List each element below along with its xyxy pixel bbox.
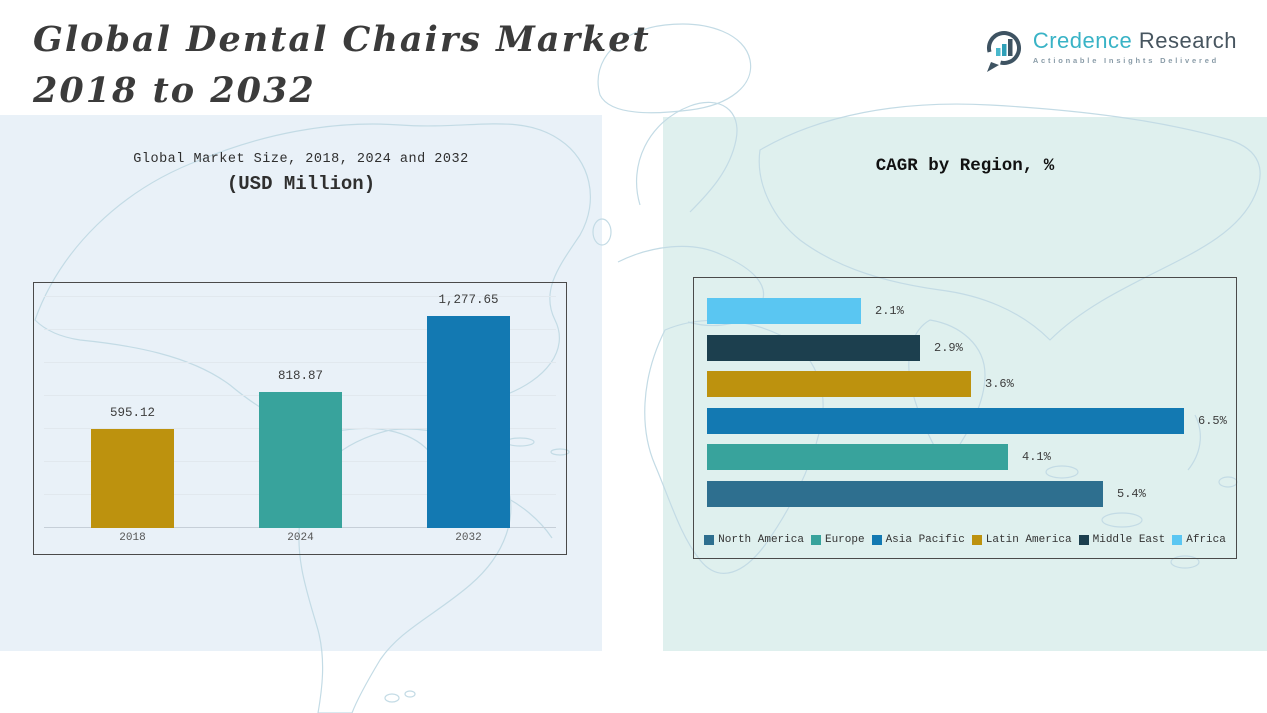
cagr-chart: 2.1% 2.9% 3.6% 6.5% 4.1% 5.4% North America Eur… [693,277,1237,559]
cagr-row-europe: 4.1% [707,444,1223,470]
cagr-row-africa: 2.1% [707,298,1223,324]
legend-item-latin-america: Latin America [971,534,1072,546]
cagr-value-label: 5.4% [1117,487,1146,501]
cagr-row-north-america: 5.4% [707,481,1223,507]
legend-label: Asia Pacific [885,534,965,546]
cagr-bar-africa [707,298,861,324]
gridline [44,362,556,363]
page-title-line1: Global Dental Chairs Market [33,19,651,60]
page-title-line2: 2018 to 2032 [33,70,316,111]
logo-text: Credence Research Actionable Insights De… [1033,28,1237,65]
cagr-row-asia-pacific: 6.5% [707,408,1227,434]
logo-word-research: Research [1138,28,1237,53]
x-axis-label-2018: 2018 [119,532,146,544]
gridline [44,329,556,330]
cagr-value-label: 6.5% [1198,414,1227,428]
gridline [44,296,556,297]
cagr-bar-europe [707,444,1008,470]
bar-chart-circle-icon [986,31,1021,72]
cagr-value-label: 3.6% [985,377,1014,391]
cagr-row-latin-america: 3.6% [707,371,1223,397]
cagr-value-label: 2.1% [875,304,904,318]
bar-2024 [259,392,342,528]
legend-swatch [810,535,821,545]
logo-word-credence: Credence [1032,28,1133,53]
market-size-chart-title: Global Market Size, 2018, 2024 and 2032 … [0,152,602,195]
market-size-chart: 595.12 2018 818.87 2024 1,277.65 2032 [33,282,567,555]
bar-value-label: 818.87 [277,369,323,383]
cagr-bar-latin-america [707,371,971,397]
legend-label: Latin America [985,534,1072,546]
cagr-bar-middle-east [707,335,920,361]
legend-item-africa: Africa [1172,534,1226,546]
bar-2032 [427,316,510,528]
cagr-bar-north-america [707,481,1103,507]
legend-swatch [971,535,982,545]
logo-tagline: Actionable Insights Delivered [1032,56,1220,65]
logo-brand-name: Credence Research [1033,28,1237,54]
cagr-value-label: 2.9% [934,341,963,355]
legend-label: Africa [1186,534,1226,546]
legend-label: Middle East [1092,534,1166,546]
market-size-title-line: Global Market Size, 2018, 2024 and 2032 [133,152,469,167]
legend-label: Europe [824,534,865,546]
page-title: Global Dental Chairs Market 2018 to 2032 [33,14,673,116]
cagr-bar-asia-pacific [707,408,1184,434]
cagr-legend: North America Europe Asia Pacific Latin Ame… [700,534,1230,546]
credence-research-logo: Credence Research Actionable Insights De… [983,28,1237,72]
legend-item-asia-pacific: Asia Pacific [871,534,965,546]
bar-value-label: 595.12 [109,406,155,420]
legend-item-north-america: North America [704,534,804,546]
market-size-subtitle: (USD Million) [226,173,376,195]
x-axis-label-2032: 2032 [455,532,482,544]
legend-swatch [871,535,882,545]
legend-swatch [704,535,715,545]
legend-item-europe: Europe [810,534,865,546]
x-axis-label-2024: 2024 [287,532,314,544]
legend-label: North America [718,534,804,546]
cagr-row-middle-east: 2.9% [707,335,1223,361]
legend-swatch [1172,535,1183,545]
legend-item-middle-east: Middle East [1078,534,1166,546]
legend-swatch [1078,535,1089,545]
bar-value-label: 1,277.65 [438,293,499,307]
cagr-value-label: 4.1% [1022,450,1051,464]
cagr-chart-title: CAGR by Region, % [875,156,1055,176]
bar-2018 [91,429,174,528]
